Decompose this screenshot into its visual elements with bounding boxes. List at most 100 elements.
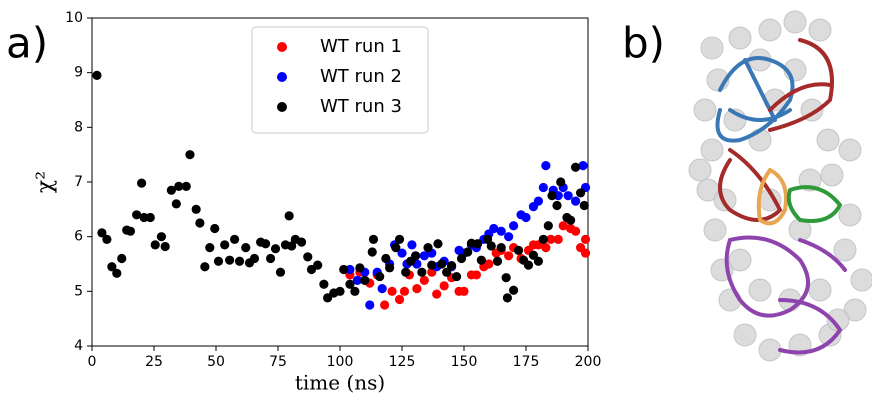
panel-label: a) <box>6 19 48 68</box>
data-point <box>117 253 127 264</box>
data-point <box>335 286 345 296</box>
data-point <box>355 263 365 273</box>
legend-marker <box>277 102 287 112</box>
data-point <box>553 234 563 244</box>
data-point <box>375 271 385 282</box>
data-point <box>513 245 524 255</box>
data-point <box>261 239 271 249</box>
data-point <box>205 243 215 253</box>
sphere <box>688 158 712 182</box>
data-point <box>145 212 155 223</box>
data-point <box>125 226 136 236</box>
data-point <box>365 300 375 310</box>
data-point <box>459 286 469 296</box>
sphere <box>816 128 840 152</box>
data-point <box>541 243 551 253</box>
data-point <box>380 300 390 310</box>
data-point <box>185 150 195 160</box>
sphere <box>733 323 757 347</box>
data-point <box>580 234 591 244</box>
sphere <box>693 98 717 122</box>
data-point <box>417 267 427 277</box>
sphere <box>758 18 782 42</box>
data-point <box>433 239 443 249</box>
data-point <box>397 248 407 258</box>
data-point <box>213 256 224 266</box>
x-tick-label: 100 <box>327 354 354 370</box>
data-point <box>394 294 405 305</box>
x-tick-label: 25 <box>145 354 163 370</box>
plot-frame <box>91 17 589 347</box>
data-point <box>265 253 276 264</box>
data-point <box>367 247 377 257</box>
data-point <box>580 248 591 258</box>
data-point <box>97 228 107 238</box>
protein-structure <box>688 10 872 362</box>
sphere <box>833 238 857 262</box>
data-point <box>486 241 496 251</box>
legend-label: WT run 2 <box>320 66 402 87</box>
data-point <box>160 241 170 252</box>
data-point <box>181 181 191 191</box>
data-point <box>552 200 562 211</box>
data-point <box>492 256 503 266</box>
ribbon <box>724 235 847 355</box>
sphere <box>700 138 724 162</box>
panel-label: b) <box>622 19 665 68</box>
data-point <box>394 234 405 244</box>
sphere <box>808 18 832 42</box>
data-point <box>558 221 568 231</box>
data-point <box>107 262 117 272</box>
data-point <box>571 162 581 172</box>
data-point <box>538 182 548 193</box>
data-point <box>303 252 313 262</box>
data-point <box>471 270 481 280</box>
y-tick-label: 10 <box>65 10 83 26</box>
data-point <box>112 268 122 278</box>
sphere <box>758 338 782 362</box>
data-point <box>556 177 566 187</box>
data-point <box>350 286 360 296</box>
data-point <box>401 267 411 277</box>
sphere <box>838 138 862 162</box>
y-tick-label: 4 <box>74 338 83 354</box>
data-point <box>547 191 557 201</box>
legend-marker <box>277 72 287 82</box>
data-point <box>411 251 421 261</box>
data-point <box>391 243 401 253</box>
data-point <box>439 281 449 291</box>
data-point <box>171 199 181 209</box>
y-tick-label: 6 <box>74 229 83 245</box>
ribbon <box>786 185 843 223</box>
sphere <box>850 268 872 292</box>
data-point <box>508 285 519 295</box>
sphere <box>820 163 844 187</box>
sphere <box>703 218 727 242</box>
legend-box <box>251 26 429 134</box>
data-point <box>451 271 462 282</box>
data-point <box>575 188 586 198</box>
data-point <box>319 279 329 289</box>
data-point <box>284 211 294 221</box>
data-point <box>427 260 437 270</box>
data-point <box>419 275 429 285</box>
legend-marker <box>277 42 287 52</box>
data-point <box>447 261 457 271</box>
data-point <box>432 289 442 299</box>
data-point <box>368 234 379 244</box>
x-tick-label: 175 <box>513 354 540 370</box>
data-point <box>546 234 556 244</box>
data-point <box>566 215 576 225</box>
data-point <box>92 70 102 80</box>
data-point <box>156 232 167 242</box>
sphere <box>808 278 832 302</box>
data-point <box>419 251 429 261</box>
data-point <box>521 212 531 223</box>
data-point <box>234 256 245 266</box>
x-axis-label: time (ns) <box>295 371 385 395</box>
data-point <box>377 284 387 294</box>
x-tick-label: 125 <box>389 354 416 370</box>
x-tick-label: 0 <box>88 354 97 370</box>
data-point <box>484 259 494 269</box>
